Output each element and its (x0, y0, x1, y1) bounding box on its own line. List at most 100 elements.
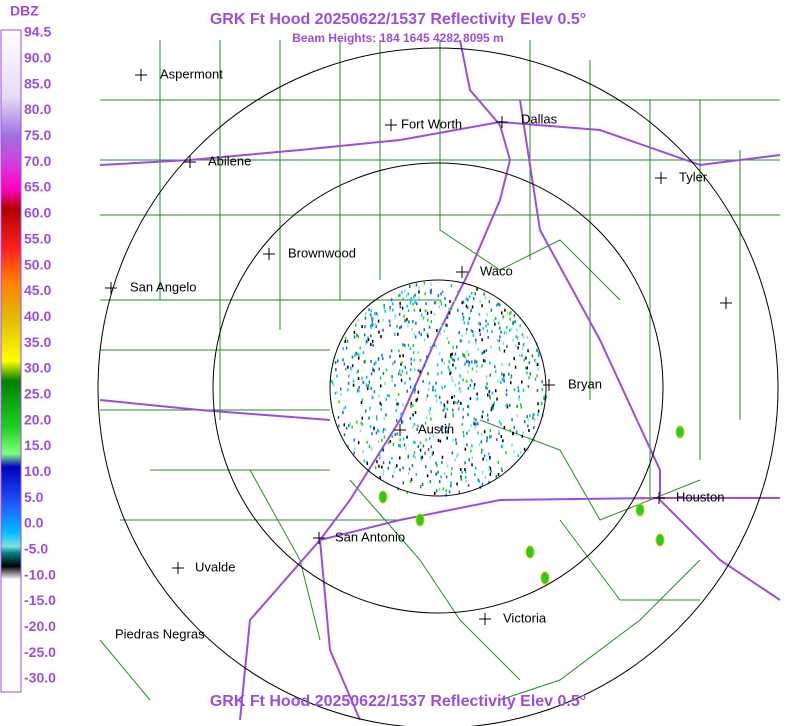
echo (441, 460, 443, 464)
echo (396, 419, 398, 423)
echo (473, 386, 475, 390)
echo (482, 359, 485, 363)
echo (462, 317, 464, 321)
echo (367, 336, 369, 340)
echo (402, 420, 404, 424)
echo (527, 349, 529, 353)
echo (414, 368, 416, 372)
echo (330, 379, 333, 383)
echo (456, 401, 458, 405)
city-label: San Antonio (335, 529, 405, 544)
echo (342, 407, 345, 411)
echo (459, 390, 462, 393)
echo (462, 430, 465, 434)
echo (427, 318, 429, 322)
echo (361, 380, 364, 384)
echo (471, 456, 474, 460)
legend-labels: 94.5 90.0 85.0 80.0 75.0 70.0 65.0 60.0 55.0 50.0… (24, 24, 56, 686)
echo (397, 402, 400, 406)
echo (400, 325, 403, 329)
echo (389, 306, 391, 309)
echo (382, 461, 385, 465)
echo (386, 394, 389, 398)
echo (334, 391, 336, 395)
echo (448, 490, 451, 494)
echo (435, 394, 437, 398)
echo (412, 413, 414, 417)
echo (416, 428, 418, 431)
echo (380, 335, 382, 339)
echo (543, 397, 545, 401)
echo (361, 416, 363, 420)
echo (445, 412, 447, 416)
echo (405, 447, 407, 451)
echo (434, 491, 436, 495)
echo (370, 309, 372, 313)
echo (434, 301, 437, 305)
echo (404, 365, 406, 369)
echo (375, 325, 377, 329)
echo (504, 308, 506, 312)
echo (499, 335, 501, 339)
echo (437, 372, 439, 376)
echo (465, 470, 467, 474)
echo (430, 320, 432, 323)
echo (486, 312, 488, 316)
echo (469, 384, 472, 387)
echo (475, 422, 477, 426)
legend-label: 20.0 (24, 411, 51, 427)
echo-cell (655, 533, 665, 547)
echo (445, 489, 448, 493)
echo (468, 361, 471, 365)
echo (495, 303, 498, 307)
echo (522, 388, 525, 392)
echo (486, 436, 488, 440)
echo (534, 418, 536, 422)
echo (357, 377, 360, 380)
echo (435, 345, 438, 349)
echo (391, 434, 394, 438)
echo (454, 366, 457, 370)
echo (434, 301, 436, 305)
echo (448, 311, 451, 315)
echo (399, 456, 401, 460)
echo (343, 433, 346, 437)
echo (337, 416, 340, 419)
echo (532, 416, 534, 420)
echo (454, 383, 457, 387)
echo (432, 434, 435, 438)
echo (521, 354, 523, 357)
echo (364, 359, 366, 363)
echo (419, 448, 422, 452)
echo (413, 451, 416, 454)
echo (465, 379, 468, 383)
echo (497, 321, 500, 325)
echo (351, 364, 354, 368)
echo (485, 458, 488, 462)
echo (360, 401, 363, 404)
echo (456, 482, 458, 486)
echo (352, 383, 355, 387)
echo (385, 413, 387, 417)
echo (378, 330, 380, 334)
echo-cell (525, 545, 535, 559)
echo (413, 308, 416, 312)
echo (446, 400, 449, 404)
echo (379, 401, 381, 405)
city-label: Abilene (208, 153, 251, 168)
echo (470, 449, 472, 453)
echo (483, 292, 485, 296)
echo (471, 444, 473, 448)
echo (412, 344, 414, 347)
echo (425, 416, 428, 420)
echo (434, 388, 436, 392)
echo (440, 401, 442, 405)
echo (493, 401, 495, 405)
echo (340, 387, 342, 391)
echo (494, 322, 496, 326)
echo (520, 450, 522, 454)
echo (488, 300, 491, 304)
echo (332, 383, 335, 387)
echo (389, 308, 391, 312)
city-label: Bryan (568, 376, 602, 391)
